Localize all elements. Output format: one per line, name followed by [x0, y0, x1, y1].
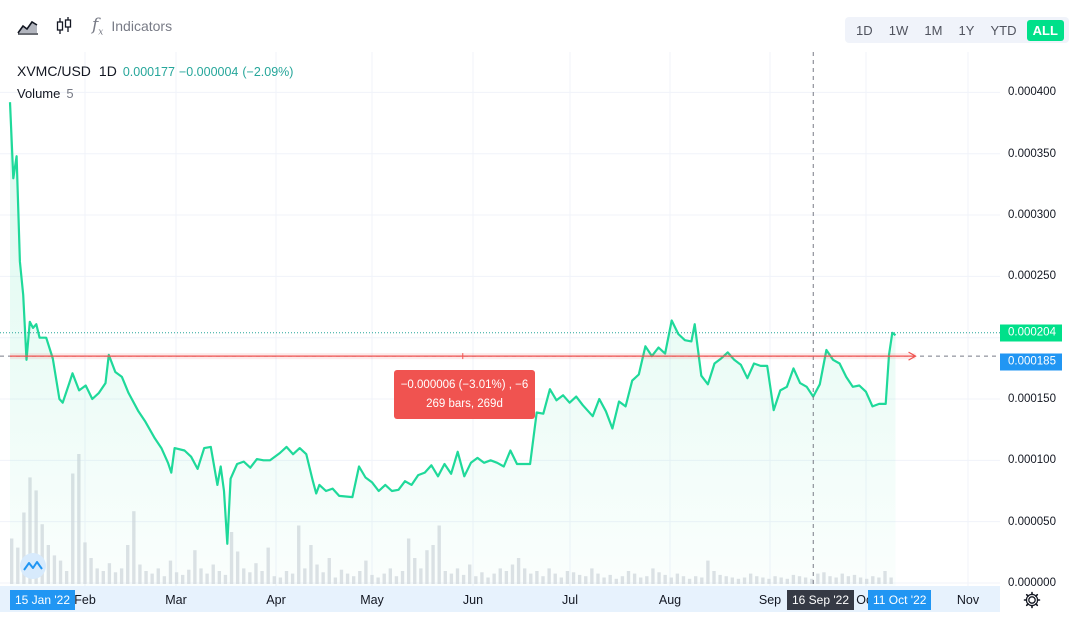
month-tick: Sep — [758, 593, 782, 607]
range-1d-button[interactable]: 1D — [856, 22, 873, 38]
range-1y-button[interactable]: 1Y — [958, 22, 975, 38]
volume-label[interactable]: Volume — [17, 86, 61, 101]
crosshair-date-badge: 16 Sep '22 — [787, 590, 855, 610]
function-icon: fx — [92, 14, 104, 38]
month-tick: Mar — [165, 593, 187, 607]
candlestick-icon[interactable] — [52, 14, 76, 38]
indicators-label: Indicators — [111, 17, 173, 34]
volume-legend: Volume 5 — [17, 86, 74, 101]
crosshair-price-badge: 0.000185 — [1000, 353, 1062, 371]
price-tick: 0.000350 — [1008, 147, 1056, 160]
time-axis[interactable]: Feb Mar Apr May Jun Jul Aug Sep Oct Nov … — [0, 586, 1000, 612]
chart-overlays — [0, 52, 1000, 586]
month-tick: Nov — [956, 593, 980, 607]
price-tick: 0.000150 — [1008, 393, 1056, 406]
price-change-percent: (−2.09%) — [242, 65, 294, 79]
measure-change: −0.000006 (−3.01%) , −6 — [400, 379, 529, 391]
range-1m-button[interactable]: 1M — [924, 22, 943, 38]
price-tick: 0.000250 — [1008, 270, 1056, 283]
last-price: 0.000177 — [122, 65, 175, 79]
last-price-badge: 0.000204 — [1000, 324, 1062, 342]
month-tick: Apr — [266, 593, 286, 607]
symbol-name[interactable]: XVMC/USD — [17, 63, 91, 79]
end-date-badge: 11 Oct '22 — [868, 590, 932, 610]
area-chart-icon[interactable] — [16, 14, 40, 38]
month-tick: Jul — [562, 593, 578, 607]
price-tick: 0.000050 — [1008, 515, 1056, 528]
tradingview-logo-icon[interactable] — [20, 553, 46, 579]
month-tick: Jun — [462, 593, 484, 607]
range-ytd-button[interactable]: YTD — [990, 22, 1017, 38]
price-tick: 0.000100 — [1008, 454, 1056, 467]
volume-value: 5 — [66, 86, 74, 101]
measure-bars: 269 bars, 269d — [426, 398, 503, 410]
range-selector: 1D 1W 1M 1Y YTD ALL — [845, 17, 1069, 43]
price-area-fill — [10, 102, 896, 586]
price-tick: 0.000300 — [1008, 209, 1056, 222]
price-scale[interactable]: 0.0004000.0003500.0003000.0002500.000200… — [1000, 52, 1089, 589]
indicators-button[interactable]: fx Indicators — [92, 15, 172, 37]
measure-arrow-icon — [908, 351, 917, 361]
timeframe-label[interactable]: 1D — [98, 63, 117, 79]
month-tick: Aug — [658, 593, 682, 607]
start-date-badge: 15 Jan '22 — [10, 590, 76, 610]
settings-gear-icon[interactable] — [1022, 590, 1044, 610]
range-1w-button[interactable]: 1W — [888, 22, 909, 38]
measure-tooltip: −0.000006 (−3.01%) , −6 269 bars, 269d — [394, 370, 535, 419]
price-tick: 0.000400 — [1008, 86, 1056, 99]
price-chart[interactable] — [0, 52, 1000, 586]
month-tick: Feb — [74, 593, 96, 607]
month-tick: May — [360, 593, 384, 607]
price-tick: 0.000000 — [1008, 577, 1056, 589]
top-toolbar: fx Indicators — [0, 0, 1089, 52]
price-change: −0.000004 — [178, 65, 239, 79]
price-line — [8, 102, 897, 545]
symbol-legend: XVMC/USD 1D 0.000177 −0.000004 (−2.09%) — [17, 63, 297, 79]
range-all-button[interactable]: ALL — [1026, 19, 1064, 41]
